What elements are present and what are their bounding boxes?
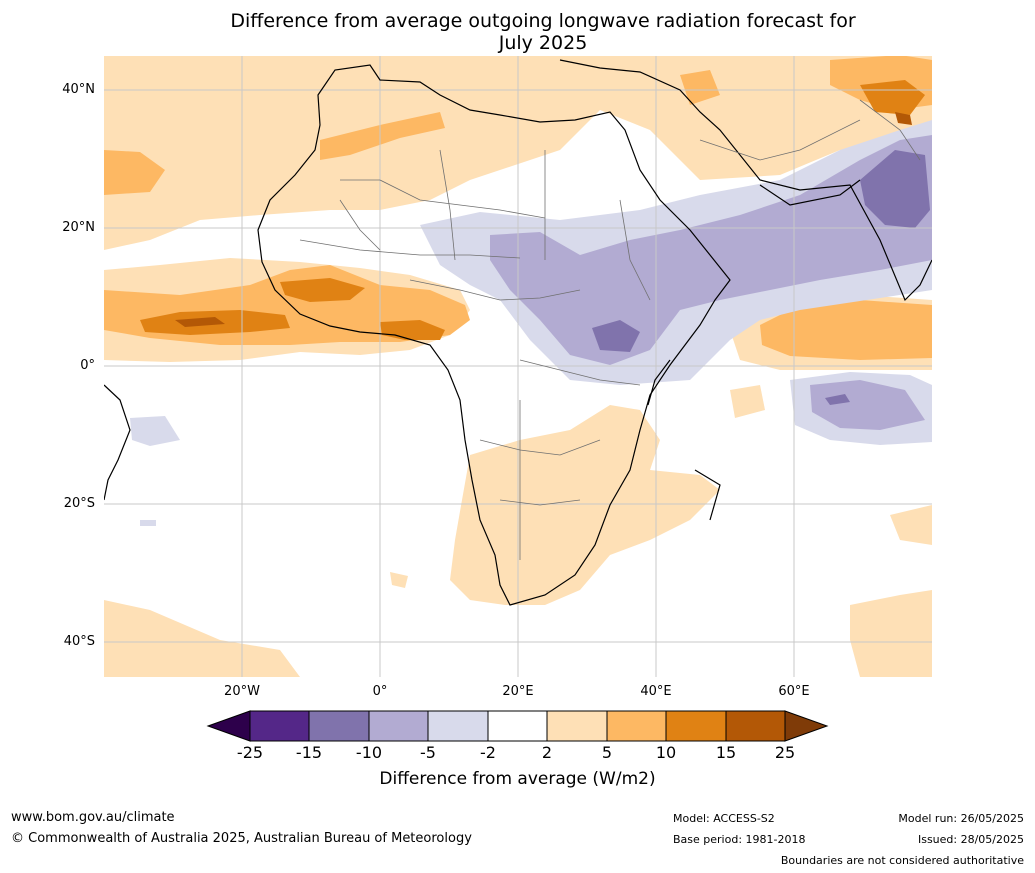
colorbar-tick: -5 [420, 743, 436, 762]
lat-label-0: 0° [80, 358, 95, 373]
lat-label-40s: 40°S [63, 634, 95, 649]
footer-disclaimer: Boundaries are not considered authoritat… [780, 854, 1024, 867]
lat-label-40n: 40°N [62, 82, 95, 97]
colorbar-tick: 10 [655, 743, 677, 762]
lon-label-20e: 20°E [502, 684, 534, 699]
footer-model-run: Model run: 26/05/2025 [898, 812, 1024, 825]
lat-label-20s: 20°S [63, 496, 95, 511]
map-plot-area [104, 56, 932, 677]
lon-label-20w: 20°W [224, 684, 260, 699]
colorbar-bin-5 [487, 710, 548, 742]
lat-label-20n: 20°N [62, 220, 95, 235]
graticule [104, 56, 932, 677]
footer-base-period: Base period: 1981-2018 [673, 833, 806, 846]
anomaly-negative-medium [490, 135, 932, 430]
map-title: Difference from average outgoing longwav… [230, 10, 856, 54]
colorbar-extend-above [784, 710, 829, 742]
lon-label-60e: 60°E [778, 684, 810, 699]
colorbar-tick: 15 [715, 743, 737, 762]
anomaly-negative-strong [592, 150, 930, 405]
colorbar-bin-2 [308, 710, 370, 742]
colorbar-tick: -25 [236, 743, 264, 762]
footer-url[interactable]: www.bom.gov.au/climate [11, 810, 175, 825]
colorbar-tick: -15 [295, 743, 323, 762]
lon-label-0: 0° [372, 684, 388, 699]
anomaly-positive-extreme [175, 112, 912, 327]
colorbar [206, 710, 829, 742]
colorbar-bin-9 [725, 710, 786, 742]
footer-issued: Issued: 28/05/2025 [917, 833, 1024, 846]
colorbar-bin-1 [249, 710, 310, 742]
lon-label-40e: 40°E [640, 684, 672, 699]
footer-model: Model: ACCESS-S2 [673, 812, 775, 825]
coastlines [104, 59, 932, 606]
colorbar-tick: 5 [601, 743, 613, 762]
country-borders [299, 99, 921, 560]
colorbar-bin-7 [606, 710, 667, 742]
footer-copyright: © Commonwealth of Australia 2025, Austra… [11, 831, 472, 846]
colorbar-bin-6 [546, 710, 608, 742]
colorbar-bin-8 [665, 710, 727, 742]
colorbar-bin-3 [368, 710, 429, 742]
colorbar-tick: 2 [541, 743, 553, 762]
colorbar-extend-below [206, 710, 251, 742]
colorbar-label: Difference from average (W/m2) [379, 769, 656, 789]
colorbar-tick: -2 [480, 743, 496, 762]
colorbar-bin-4 [427, 710, 489, 742]
colorbar-tick: -10 [355, 743, 383, 762]
colorbar-tick: 25 [774, 743, 796, 762]
